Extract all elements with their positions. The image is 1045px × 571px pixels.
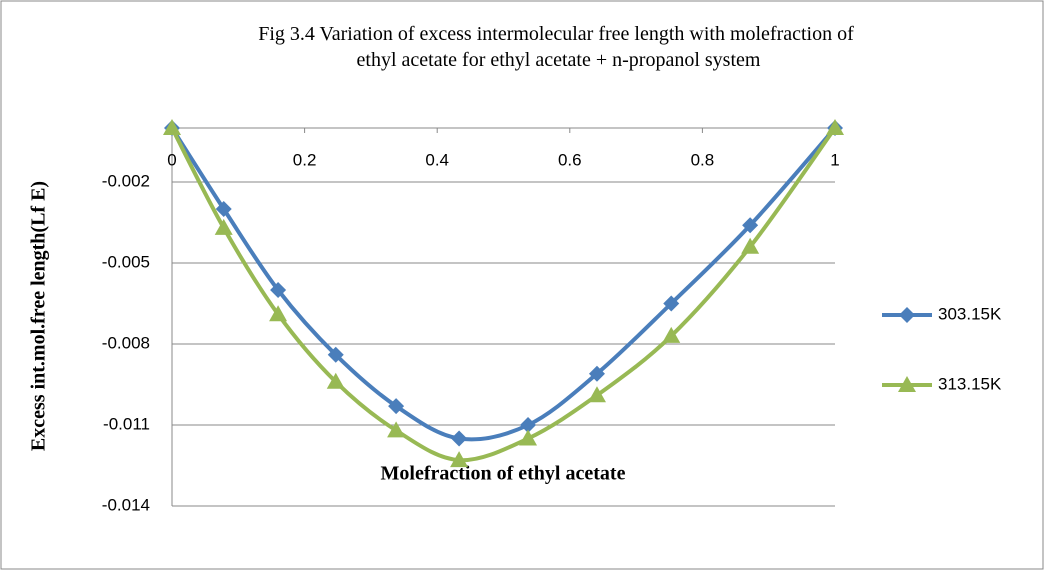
y-tick-label: -0.002	[102, 171, 150, 190]
data-point	[214, 218, 233, 235]
data-point	[451, 430, 468, 447]
x-tick-label: 0.2	[293, 150, 317, 169]
y-tick-label: -0.014	[102, 495, 150, 514]
data-point	[388, 398, 405, 415]
x-tick-label: 0.8	[691, 150, 715, 169]
data-point	[662, 326, 681, 343]
data-point	[587, 386, 606, 403]
series-line	[170, 126, 837, 442]
x-tick-label: 0.6	[558, 150, 582, 169]
y-tick-label: -0.011	[103, 414, 150, 433]
legend-label: 303.15K	[938, 304, 1002, 323]
data-point	[450, 451, 469, 468]
data-point	[741, 237, 760, 254]
y-tick-label: -0.008	[102, 333, 150, 352]
data-point	[899, 307, 915, 323]
x-axis-title: Molefraction of ethyl acetate	[381, 463, 626, 485]
data-point	[742, 217, 759, 234]
data-point	[387, 421, 406, 438]
data-point	[520, 417, 537, 433]
data-point	[163, 119, 181, 135]
legend-label: 313.15K	[938, 374, 1002, 393]
data-point	[663, 295, 680, 312]
x-tick-label: 0	[167, 150, 176, 169]
data-point	[270, 282, 287, 298]
chart-title: Fig 3.4 Variation of excess intermolecul…	[258, 23, 854, 71]
data-point	[826, 119, 844, 135]
data-point	[898, 376, 916, 392]
x-tick-label: 0.4	[425, 150, 449, 169]
data-point	[327, 346, 344, 363]
x-tick-label: 1	[830, 150, 839, 169]
data-point	[215, 201, 232, 217]
data-point	[269, 305, 288, 322]
data-point	[588, 365, 605, 382]
y-tick-label: -0.005	[102, 252, 150, 271]
data-point	[519, 429, 538, 446]
data-point	[326, 372, 345, 389]
y-axis-title: Excess int.mol.free length(Lf E)	[28, 181, 50, 451]
